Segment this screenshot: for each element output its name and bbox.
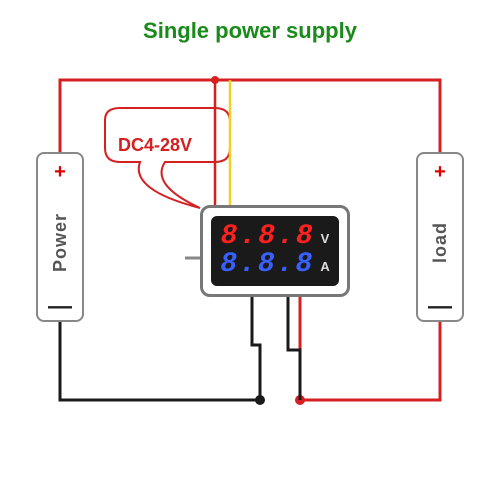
node-black-left <box>255 395 265 405</box>
meter-screen: 8.8.8 V 8.8.8 A <box>211 216 339 286</box>
current-reading: 8.8.8 A <box>220 251 329 279</box>
volt-amp-meter: 8.8.8 V 8.8.8 A <box>200 205 350 297</box>
wire-red-main <box>60 80 440 152</box>
wire-black-meter-left <box>252 296 260 400</box>
load-minus-terminal: — <box>428 302 452 312</box>
current-digits: 8.8.8 <box>220 251 314 279</box>
callout-bubble <box>105 108 230 208</box>
load-box: + load — <box>416 152 464 322</box>
voltage-reading: 8.8.8 V <box>221 223 330 251</box>
power-supply-box: + Power — <box>36 152 84 322</box>
voltage-unit: V <box>321 232 330 245</box>
load-plus-terminal: + <box>434 162 446 182</box>
power-minus-terminal: — <box>48 302 72 312</box>
power-label: Power <box>50 213 71 272</box>
power-plus-terminal: + <box>54 162 66 182</box>
voltage-range-callout: DC4-28V <box>118 135 192 156</box>
current-unit: A <box>320 260 329 273</box>
node-red-top <box>211 76 219 84</box>
load-label: load <box>430 222 451 263</box>
wire-black-power <box>60 322 260 400</box>
wire-black-meter-right <box>288 296 300 400</box>
voltage-digits: 8.8.8 <box>221 223 315 251</box>
